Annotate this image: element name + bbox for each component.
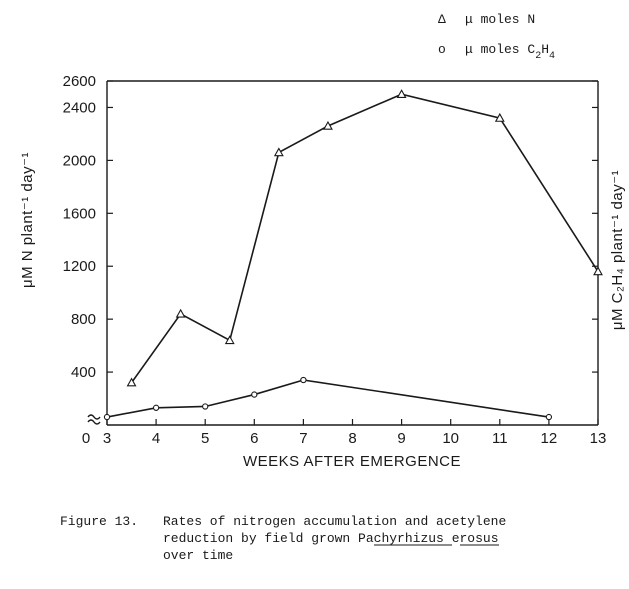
x-tick-label: 10 xyxy=(442,430,459,447)
data-point-circle xyxy=(152,404,160,411)
series-layer xyxy=(103,89,603,421)
x-tick-label: 7 xyxy=(299,430,307,447)
legend: Δ μ moles N o μ moles C2H4 xyxy=(438,12,555,62)
data-point-circle xyxy=(545,413,553,421)
caption-line-3: over time xyxy=(163,548,233,563)
caption-species: erosus xyxy=(452,531,499,546)
y-axis-ticks: 400 800 1200 1600 2000 2400 2600 xyxy=(63,73,598,381)
axis-break-icon xyxy=(87,414,101,425)
y-tick-label: 1600 xyxy=(63,205,96,222)
y-axis-title-left: μM N plant⁻¹ day⁻¹ xyxy=(19,152,36,288)
x-tick-label: 8 xyxy=(348,430,356,447)
caption-label: Figure 13. xyxy=(60,514,138,529)
y-tick-label: 400 xyxy=(71,364,96,381)
x-axis-ticks: 0 3 4 5 6 7 8 9 10 11 12 13 xyxy=(82,419,607,447)
x-axis-title: WEEKS AFTER EMERGENCE xyxy=(243,453,461,470)
y-tick-label: 2400 xyxy=(63,99,96,116)
x-tick-label: 12 xyxy=(541,430,558,447)
x-tick-label: 5 xyxy=(201,430,209,447)
caption-genus: Pachyrhizus xyxy=(358,531,444,546)
x-tick-label: 13 xyxy=(590,430,607,447)
data-point-triangle xyxy=(323,120,333,130)
x-tick-label: 11 xyxy=(492,430,508,447)
legend-label-c2h4: μ moles C2H4 xyxy=(465,42,555,62)
data-point-circle xyxy=(300,376,307,384)
y-tick-label: 2600 xyxy=(63,73,96,90)
x-tick-label: 0 xyxy=(82,430,90,447)
data-point-triangle xyxy=(126,377,137,387)
plot-axes xyxy=(87,80,599,426)
data-point-circle xyxy=(103,413,111,421)
y-tick-label: 2000 xyxy=(63,152,96,169)
y-axis-title-right: μM C₂H₄ plant⁻¹ day⁻¹ xyxy=(609,170,626,330)
data-point-circle xyxy=(202,403,209,410)
legend-symbol-triangle: Δ xyxy=(438,12,446,27)
x-tick-label: 9 xyxy=(397,430,405,447)
caption-line-2: reduction by field grown Pachyrhizus ero… xyxy=(163,531,499,546)
y-tick-label: 1200 xyxy=(63,258,96,275)
data-point-triangle xyxy=(593,266,603,276)
x-tick-label: 6 xyxy=(250,430,258,447)
data-point-triangle xyxy=(224,335,235,345)
data-point-triangle xyxy=(494,112,505,122)
data-point-triangle xyxy=(396,89,407,98)
x-tick-label: 4 xyxy=(152,430,160,447)
series-line-0 xyxy=(130,93,599,384)
data-point-triangle xyxy=(175,308,186,318)
data-point-circle xyxy=(251,391,258,398)
legend-label-n: μ moles N xyxy=(465,12,535,27)
caption-line-1: Rates of nitrogen accumulation and acety… xyxy=(163,514,506,529)
x-tick-label: 3 xyxy=(103,430,111,447)
series-line-1 xyxy=(106,379,550,418)
legend-symbol-circle: o xyxy=(438,42,446,57)
figure-caption: Figure 13. Rates of nitrogen accumulatio… xyxy=(60,514,506,563)
data-point-triangle xyxy=(273,147,284,157)
y-tick-label: 800 xyxy=(71,311,96,328)
